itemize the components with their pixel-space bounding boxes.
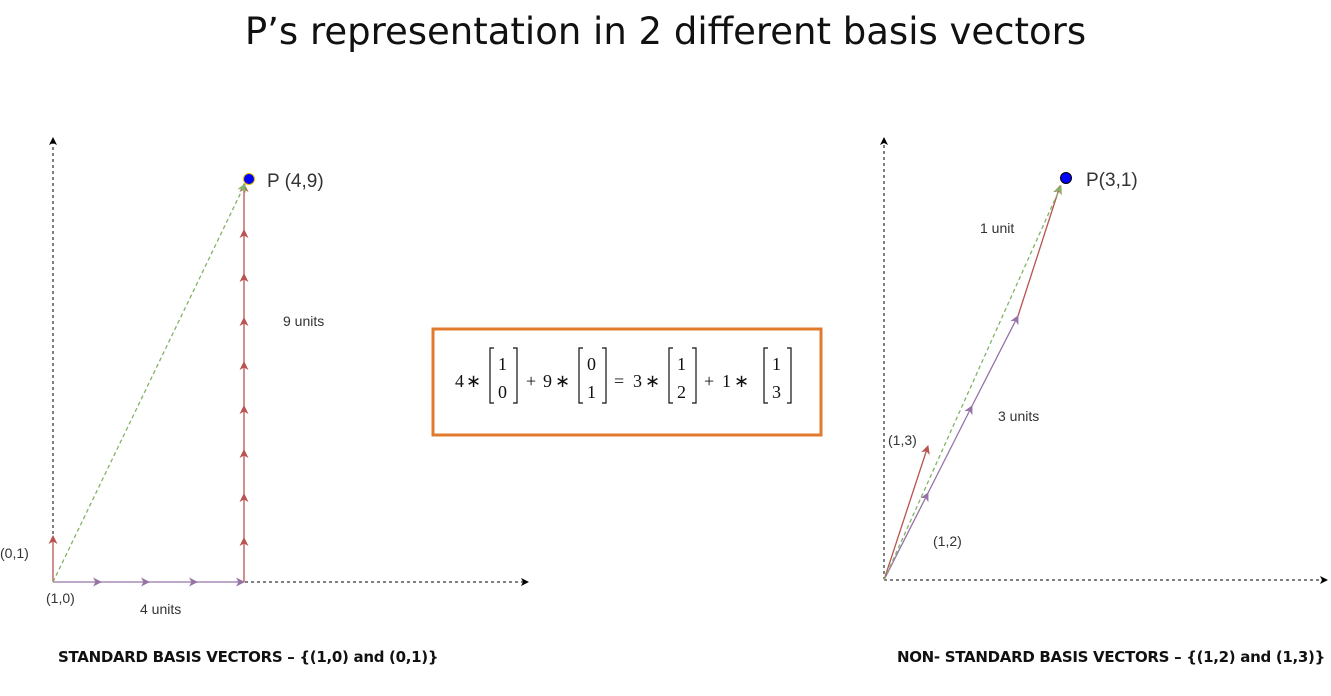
eq-vec2-top: 0	[587, 354, 596, 374]
eq-plus-2: +	[704, 371, 714, 391]
eq-bracket-right	[602, 347, 607, 404]
eq-bracket-right	[787, 347, 792, 404]
eq-bracket-left	[763, 347, 768, 404]
eq-bracket-left	[489, 347, 494, 404]
right-b2-step	[1017, 185, 1062, 317]
eq-vec1-top: 1	[498, 354, 507, 374]
right-b2-units-label: 1 unit	[980, 220, 1014, 236]
right-b1-label: (1,2)	[933, 533, 962, 549]
eq-vec1-bottom: 0	[498, 382, 507, 402]
right-b2-label: (1,3)	[888, 432, 917, 448]
right-point-p	[1060, 172, 1072, 184]
eq-equals: =	[614, 371, 624, 391]
left-x-units-label: 4 units	[140, 601, 181, 617]
eq-coef-4: 1	[722, 371, 731, 391]
eq-plus-1: +	[526, 371, 536, 391]
left-e1-label: (1,0)	[46, 590, 75, 606]
left-point-p	[243, 173, 255, 185]
eq-vec3-bottom: 2	[677, 382, 686, 402]
right-caption: NON- STANDARD BASIS VECTORS – {(1,2) and…	[896, 648, 1325, 666]
eq-times-4: ∗	[734, 371, 749, 391]
eq-bracket-left	[668, 347, 673, 404]
eq-bracket-left	[578, 347, 583, 404]
right-b1-steps	[883, 315, 1019, 581]
right-point-label: P(3,1)	[1086, 170, 1138, 191]
eq-vec2-bottom: 1	[587, 382, 596, 402]
left-diagram: P (4,9) (0,1) (1,0) 4 units 9 units	[0, 137, 529, 617]
eq-vec4-top: 1	[772, 354, 781, 374]
equation-box-border	[431, 327, 823, 437]
eq-bracket-right	[513, 347, 518, 404]
right-resultant-vector	[883, 185, 1062, 581]
left-y-units-label: 9 units	[283, 313, 324, 329]
right-diagram: P(3,1) 1 unit 3 units (1,3) (1,2)	[880, 137, 1328, 584]
eq-times-2: ∗	[555, 371, 570, 391]
eq-coef-3: 3	[633, 371, 642, 391]
eq-times-1: ∗	[466, 371, 481, 391]
right-b1-units-label: 3 units	[998, 408, 1039, 424]
left-resultant-vector	[52, 183, 246, 583]
equation-box: 4 ∗ 1 0 + 9 ∗ 0 1 = 3 ∗ 1 2 + 1 ∗	[431, 327, 823, 437]
right-b1-step	[971, 315, 1019, 407]
left-caption: STANDARD BASIS VECTORS – {(1,0) and (0,1…	[58, 648, 439, 666]
right-b2-vector	[883, 445, 930, 581]
right-b1-step	[927, 405, 973, 494]
eq-coef-2: 9	[543, 371, 552, 391]
left-e2-label: (0,1)	[0, 545, 29, 561]
eq-times-3: ∗	[645, 371, 660, 391]
eq-coef-1: 4	[455, 371, 464, 391]
eq-vec4-bottom: 3	[772, 382, 781, 402]
left-point-label: P (4,9)	[267, 171, 324, 192]
right-b1-step	[883, 492, 929, 581]
equation: 4 ∗ 1 0 + 9 ∗ 0 1 = 3 ∗ 1 2 + 1 ∗	[455, 347, 792, 404]
eq-bracket-right	[692, 347, 697, 404]
page-title: P’s representation in 2 different basis …	[244, 10, 1087, 53]
eq-vec3-top: 1	[677, 354, 686, 374]
